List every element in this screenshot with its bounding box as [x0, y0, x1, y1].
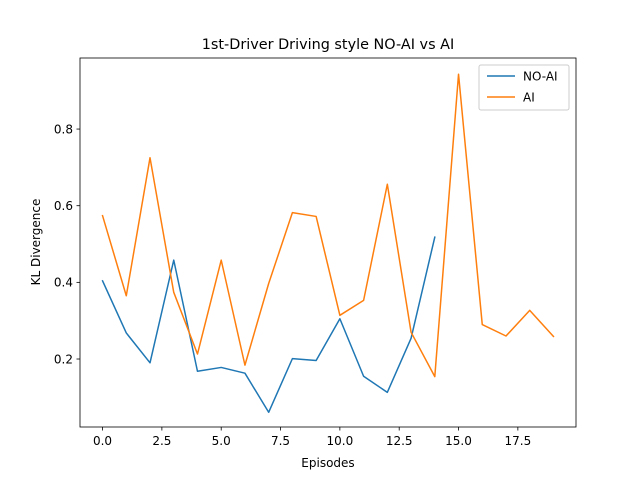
axes-frame [79, 57, 577, 428]
legend-label-ai: AI [523, 90, 535, 104]
x-tick-label: 15.0 [445, 434, 472, 448]
x-tick-label: 10.0 [327, 434, 354, 448]
x-tick-label: 7.5 [271, 434, 290, 448]
chart-title: 1st-Driver Driving style NO-AI vs AI [202, 37, 454, 53]
y-tick-label: 0.4 [54, 276, 73, 290]
x-tick-label: 2.5 [152, 434, 171, 448]
x-tick-label: 12.5 [386, 434, 413, 448]
plot-area: 0.0 2.5 5.0 7.5 10.0 12.5 15.0 17.5 0.2 0.4 0.6 0.8 [54, 57, 577, 448]
x-axis-label: Episodes [301, 456, 354, 470]
y-tick-label: 0.8 [54, 122, 73, 136]
x-tick-label: 17.5 [504, 434, 531, 448]
y-tick-label: 0.2 [54, 352, 73, 366]
legend-label-no-ai: NO-AI [523, 69, 558, 83]
y-axis-label: KL Divergence [29, 199, 43, 286]
x-tick-label: 0.0 [93, 434, 112, 448]
x-tick-label: 5.0 [212, 434, 231, 448]
y-tick-label: 0.6 [54, 199, 73, 213]
series-line-ai [101, 73, 555, 378]
series-line-no-ai [101, 236, 436, 414]
legend: NO-AI AI [478, 64, 570, 111]
